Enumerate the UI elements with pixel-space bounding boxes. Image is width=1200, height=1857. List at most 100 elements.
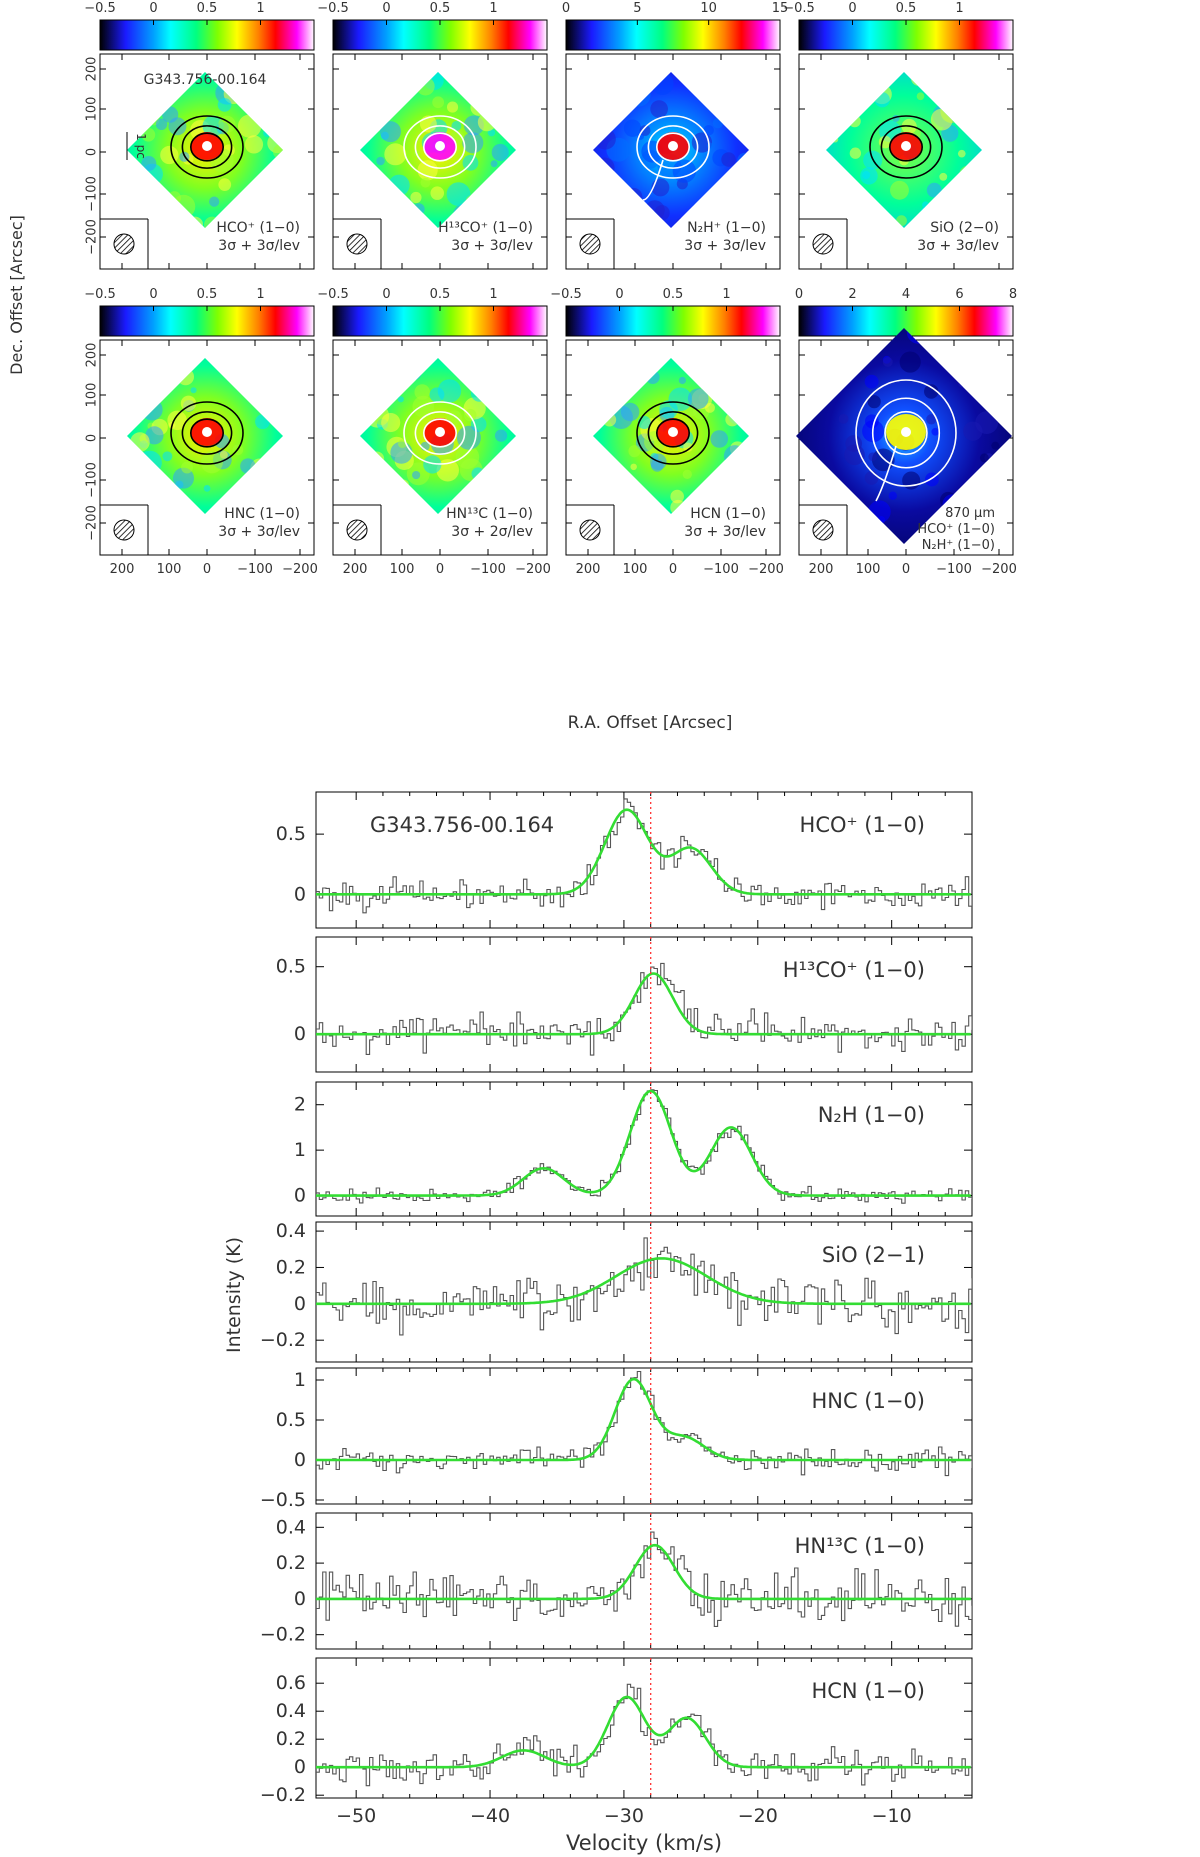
colorbar-tick-label: 0 bbox=[149, 287, 157, 302]
colorbar-tick-label: 5 bbox=[633, 1, 641, 16]
map-levels-label: 3σ + 3σ/lev bbox=[451, 238, 533, 254]
contour bbox=[422, 418, 457, 448]
gaussian-fit bbox=[316, 972, 971, 1036]
ra-tick-label: −200 bbox=[981, 562, 1017, 577]
spectrum-frame bbox=[315, 936, 973, 1073]
colorbar-tick-label: 4 bbox=[902, 287, 910, 302]
y-tick-label: 0.5 bbox=[276, 1409, 306, 1431]
ra-tick-label: 0 bbox=[669, 562, 677, 577]
beam-ellipse bbox=[113, 519, 135, 541]
colorbar-tick-label: 8 bbox=[1009, 287, 1017, 302]
gaussian-fit bbox=[316, 808, 971, 896]
y-tick-label: 1 bbox=[294, 1369, 306, 1391]
colorbar-tick-label: 0 bbox=[382, 287, 390, 302]
spectrum-line-label: H¹³CO⁺ (1−0) bbox=[783, 958, 925, 982]
dec-tick-label: 100 bbox=[85, 383, 100, 408]
ra-tick-label: 0 bbox=[203, 562, 211, 577]
map-line-label: N₂H⁺ (1−0) bbox=[687, 220, 766, 236]
y-tick-label: 0 bbox=[294, 883, 306, 905]
ra-tick-label: −100 bbox=[237, 562, 273, 577]
contour bbox=[888, 132, 923, 162]
beam-ellipse bbox=[579, 233, 601, 255]
y-tick-label: 0.2 bbox=[276, 1552, 306, 1574]
ra-tick-label: 100 bbox=[623, 562, 648, 577]
colorbar-tick-label: 0.5 bbox=[430, 287, 451, 302]
ra-tick-label: −100 bbox=[470, 562, 506, 577]
x-tick-label: −50 bbox=[336, 1805, 376, 1827]
x-tick-label: −40 bbox=[470, 1805, 510, 1827]
colorbar-tick-label: 0.5 bbox=[663, 287, 684, 302]
contour bbox=[181, 411, 233, 455]
dec-tick-label: 200 bbox=[85, 343, 100, 368]
contour bbox=[170, 115, 244, 179]
contour bbox=[636, 115, 710, 179]
colorbar-tick-label: −0.5 bbox=[783, 1, 815, 16]
spectrum-line-label: HCN (1−0) bbox=[811, 1679, 925, 1703]
y-tick-label: 0.6 bbox=[276, 1672, 306, 1694]
colorbar-tick-label: 1 bbox=[955, 1, 963, 16]
colorbar-tick-label: −0.5 bbox=[84, 287, 116, 302]
colorbar-tick-label: −0.5 bbox=[550, 287, 582, 302]
map-line-label: H¹³CO⁺ (1−0) bbox=[438, 220, 533, 236]
spectrum-panel-6: −0.2 0 0.2 0.4 HN¹³C (1−0) bbox=[260, 1512, 973, 1650]
map-levels-label: 3σ + 3σ/lev bbox=[218, 524, 300, 540]
ra-tick-label: −200 bbox=[515, 562, 551, 577]
maps-ylabel: Dec. Offset [Arcsec] bbox=[7, 215, 26, 375]
contour bbox=[414, 411, 466, 455]
colorbar-tick-label: 0 bbox=[615, 287, 623, 302]
spectrum-panel-1: 0 0.5 HCO⁺ (1−0) G343.756-00.164 bbox=[276, 791, 973, 929]
ra-tick-label: 200 bbox=[576, 562, 601, 577]
contour bbox=[190, 418, 225, 448]
y-tick-label: 0.4 bbox=[276, 1700, 306, 1722]
map-panel-2: −0.5 0 0.5 1 H¹³CO⁺ (1−0) 3σ + 3σ/lev bbox=[317, 1, 548, 270]
beam-ellipse bbox=[812, 233, 834, 255]
map-panel-7: −0.5 0 0.5 1 200 100 0 −100 −200 HCN (1−0) 3σ + 3σ… bbox=[550, 287, 784, 577]
y-tick-label: −0.2 bbox=[260, 1329, 306, 1351]
scale-bar-label: 1 pc bbox=[134, 133, 148, 159]
contour bbox=[181, 125, 233, 169]
y-tick-label: 0 bbox=[294, 1756, 306, 1778]
colorbar-tick-label: 0 bbox=[382, 1, 390, 16]
dec-tick-label: 200 bbox=[85, 57, 100, 82]
dec-tick-label: 0 bbox=[85, 148, 100, 156]
spectrum-panel-7: −0.2 0 0.2 0.4 0.6 −50 −40 −30 −20 −10 HCN (1−0) bbox=[260, 1657, 973, 1827]
ra-tick-label: 100 bbox=[157, 562, 182, 577]
contour bbox=[642, 159, 664, 201]
map-line-label: HCO⁺ (1−0) bbox=[216, 220, 300, 236]
map-line-label: HCO⁺ (1−0) bbox=[917, 522, 995, 537]
gaussian-fit bbox=[316, 1695, 971, 1769]
ra-tick-label: 200 bbox=[343, 562, 368, 577]
contour bbox=[655, 418, 690, 448]
map-levels-label: 3σ + 3σ/lev bbox=[684, 238, 766, 254]
spectrum-panel-3: 0 1 2 N₂H (1−0) bbox=[294, 1081, 973, 1217]
y-tick-label: 0 bbox=[294, 1449, 306, 1471]
observed-spectrum bbox=[316, 1531, 972, 1627]
y-tick-label: 0.4 bbox=[276, 1516, 306, 1538]
map-line-label: HCN (1−0) bbox=[690, 506, 766, 522]
colorbar-tick-label: 10 bbox=[700, 1, 717, 16]
spectrum-frame bbox=[315, 1367, 973, 1505]
gaussian-fit bbox=[316, 1543, 971, 1601]
ra-tick-label: 100 bbox=[856, 562, 881, 577]
beam-ellipse bbox=[812, 519, 834, 541]
colorbar-tick-label: 0.5 bbox=[896, 1, 917, 16]
map-source-label: G343.756-00.164 bbox=[144, 72, 267, 88]
ra-tick-label: −200 bbox=[282, 562, 318, 577]
dec-tick-label: 0 bbox=[85, 434, 100, 442]
y-tick-label: −0.2 bbox=[260, 1784, 306, 1806]
colorbar-tick-label: 1 bbox=[256, 1, 264, 16]
colorbar-tick-label: 0 bbox=[795, 287, 803, 302]
gaussian-fit bbox=[316, 1257, 971, 1306]
contour bbox=[414, 125, 466, 169]
contour bbox=[855, 379, 957, 487]
ra-tick-label: −100 bbox=[936, 562, 972, 577]
y-tick-label: 0 bbox=[294, 1293, 306, 1315]
map-levels-label: 3σ + 3σ/lev bbox=[917, 238, 999, 254]
observed-spectrum bbox=[316, 962, 972, 1056]
contour bbox=[647, 411, 699, 455]
spectrum-frame bbox=[315, 1657, 973, 1799]
spectrum-line-label: HNC (1−0) bbox=[811, 1389, 925, 1413]
beam-ellipse bbox=[579, 519, 601, 541]
map-line-label: N₂H⁺ (1−0) bbox=[922, 538, 995, 553]
